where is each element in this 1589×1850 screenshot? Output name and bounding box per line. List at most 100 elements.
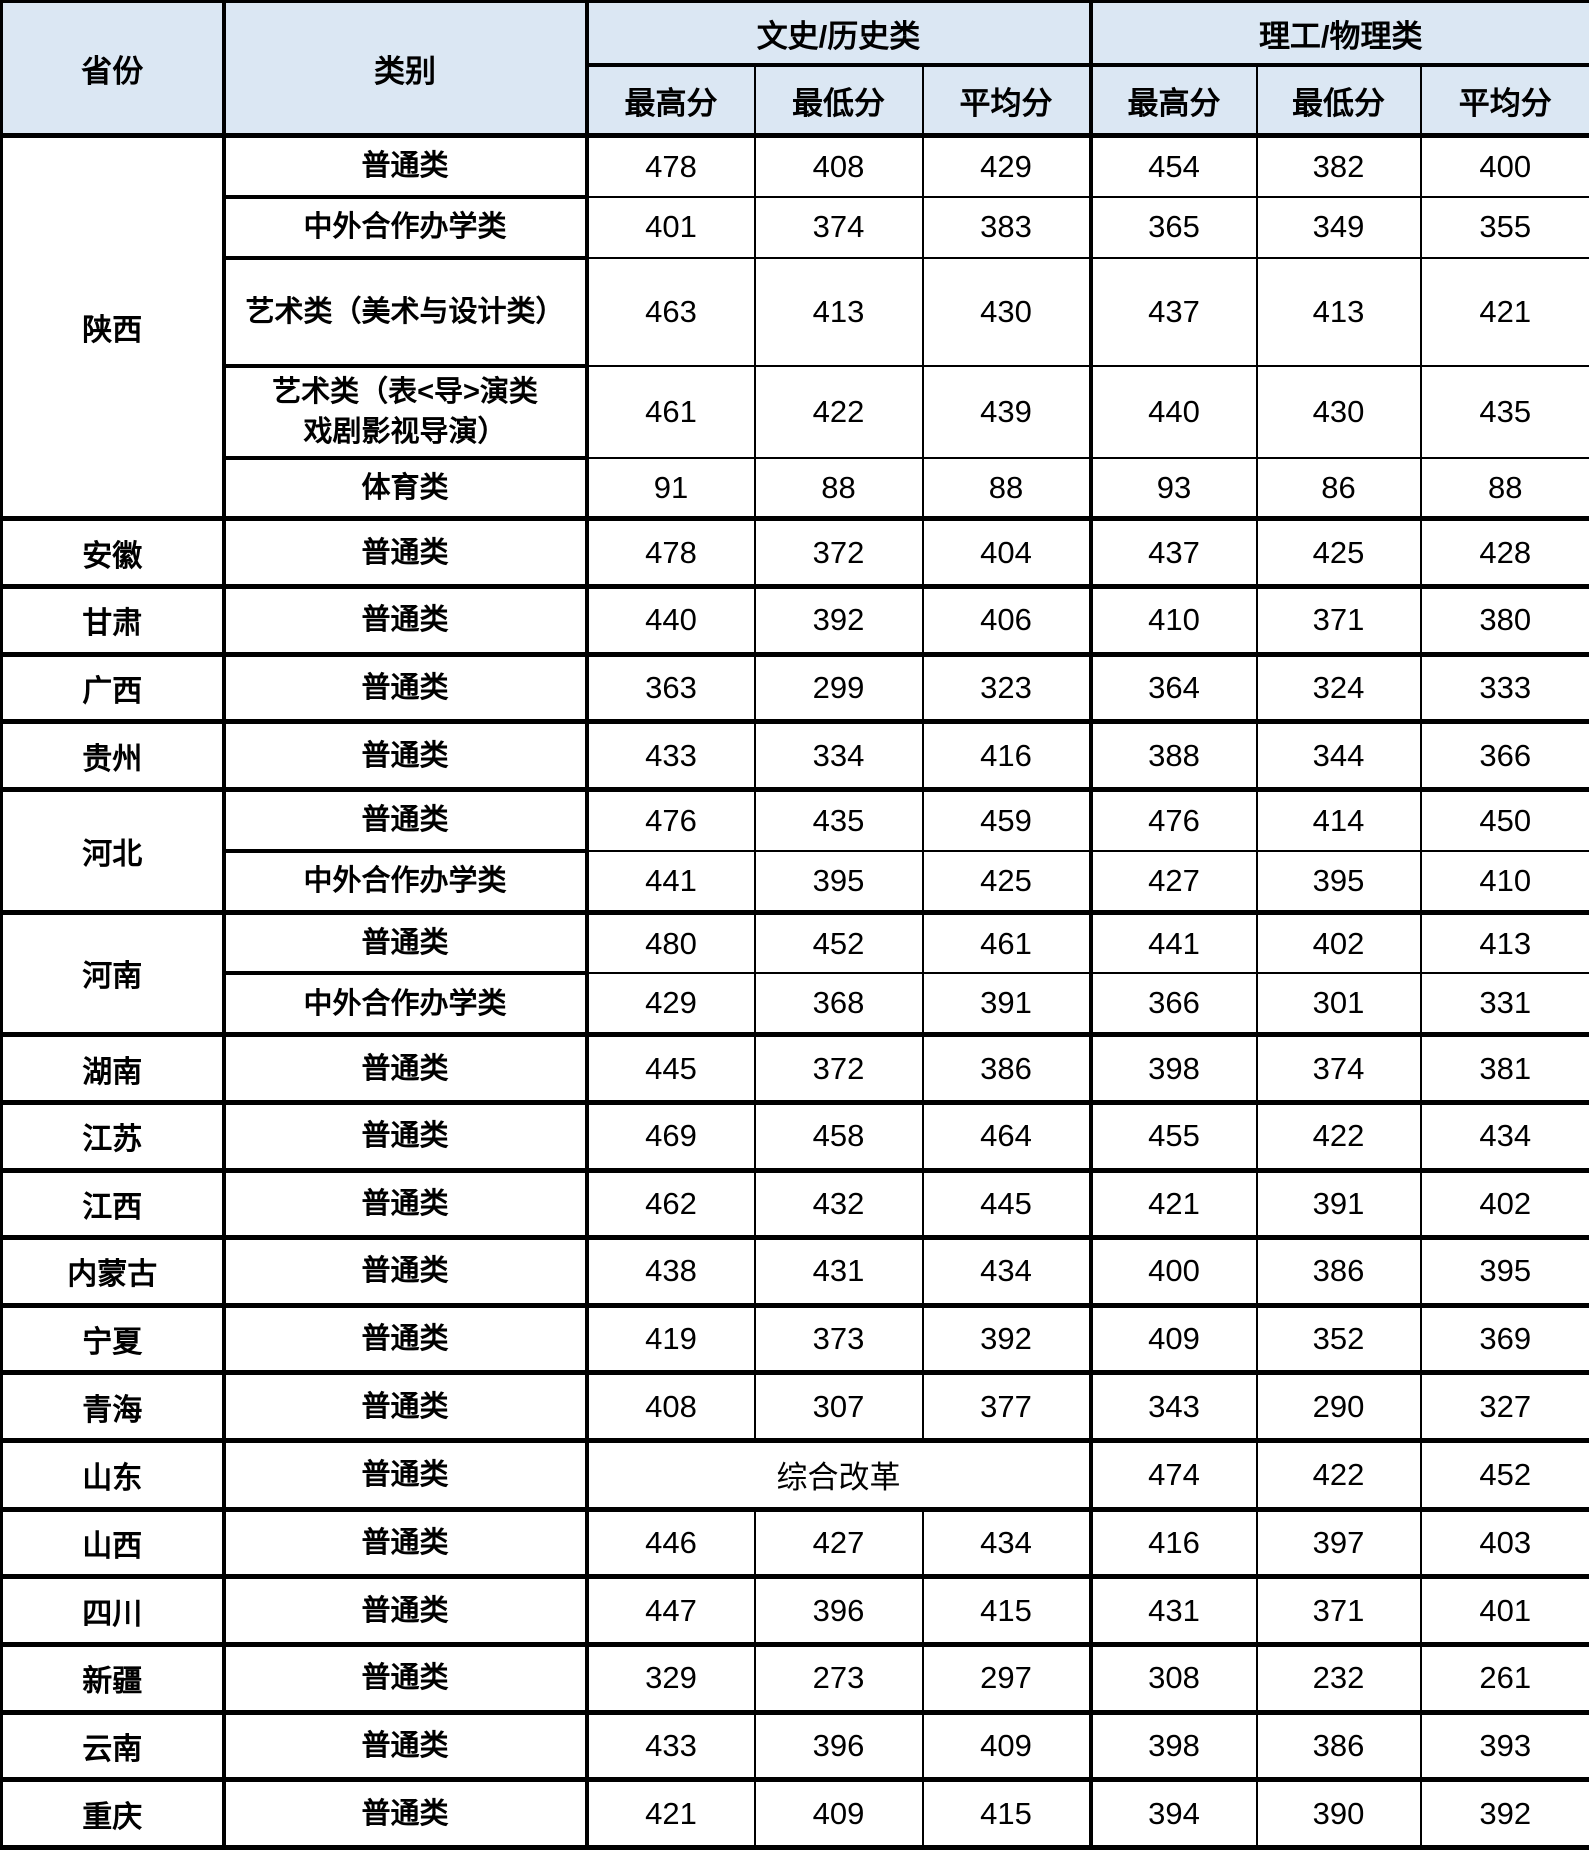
score-cell: 416 <box>921 721 1091 792</box>
score-cell: 427 <box>753 1509 923 1580</box>
score-cell: 408 <box>753 135 923 198</box>
category-cell: 中外合作办学类 <box>221 973 587 1038</box>
table-row: 宁夏 普通类 419 373 392 409 352 369 <box>1 1305 1589 1376</box>
score-cell: 374 <box>753 196 923 259</box>
category-cell: 普通类 <box>221 654 587 725</box>
table-row: 湖南 普通类 445 372 386 398 374 381 <box>1 1034 1589 1105</box>
header-row-groups: 省份 类别 文史/历史类 理工/物理类 <box>1 1 1589 138</box>
score-cell: 432 <box>753 1170 923 1241</box>
table-header: 省份 类别 文史/历史类 理工/物理类 最高分 最低分 平均分 最高分 最低分 … <box>1 1 1589 138</box>
table-row: 安徽 普通类 478 372 404 437 425 428 <box>1 518 1589 590</box>
table-row: 体育类 91 88 88 93 86 88 <box>2 457 1589 522</box>
score-cell: 439 <box>921 365 1091 459</box>
score-cell: 425 <box>1255 518 1421 590</box>
category-cell: 普通类 <box>221 721 587 792</box>
score-cell: 431 <box>1088 1576 1257 1647</box>
score-cell: 458 <box>753 1102 923 1173</box>
category-cell: 普通类 <box>221 1779 587 1850</box>
score-cell: 410 <box>1419 850 1589 915</box>
subheader-min-ligong: 最低分 <box>1255 65 1421 138</box>
score-cell: 422 <box>1255 1102 1421 1173</box>
category-cell: 普通类 <box>221 1712 587 1783</box>
province-cell: 宁夏 <box>1 1305 224 1376</box>
score-cell: 415 <box>921 1779 1091 1850</box>
score-cell: 368 <box>753 973 923 1038</box>
score-cell: 441 <box>584 850 755 915</box>
score-cell: 386 <box>1255 1712 1421 1783</box>
score-cell: 397 <box>1255 1509 1421 1580</box>
province-cell: 青海 <box>1 1372 224 1443</box>
score-cell: 421 <box>1088 1170 1257 1241</box>
score-cell: 422 <box>1255 1440 1421 1512</box>
score-cell: 435 <box>753 789 923 852</box>
category-cell: 普通类 <box>221 1170 587 1241</box>
province-cell: 广西 <box>1 654 224 725</box>
score-cell: 388 <box>1088 721 1257 792</box>
score-cell: 377 <box>921 1372 1091 1443</box>
score-cell: 290 <box>1255 1372 1421 1443</box>
score-cell: 401 <box>1419 1576 1589 1647</box>
score-cell: 394 <box>1088 1779 1257 1850</box>
score-cell: 395 <box>753 850 923 915</box>
score-cell: 88 <box>753 457 923 522</box>
score-cell: 383 <box>921 196 1091 259</box>
score-cell: 386 <box>921 1034 1091 1105</box>
score-cell: 430 <box>921 257 1091 367</box>
table-row: 广西 普通类 363 299 323 364 324 333 <box>1 654 1589 725</box>
score-cell: 261 <box>1419 1644 1589 1715</box>
score-cell: 413 <box>1419 912 1589 975</box>
score-cell: 372 <box>753 518 923 590</box>
table-row: 重庆 普通类 421 409 415 394 390 392 <box>1 1779 1589 1850</box>
score-cell: 93 <box>1088 457 1257 522</box>
table-row: 云南 普通类 433 396 409 398 386 393 <box>1 1712 1589 1783</box>
score-cell: 402 <box>1255 912 1421 975</box>
table-row: 山东 普通类 综合改革 474 422 452 <box>1 1440 1589 1512</box>
score-cell: 299 <box>753 654 923 725</box>
score-cell: 366 <box>1088 973 1257 1038</box>
score-cell: 433 <box>584 1712 755 1783</box>
score-cell: 462 <box>584 1170 755 1241</box>
score-cell: 392 <box>753 586 923 657</box>
province-cell: 新疆 <box>1 1644 224 1715</box>
score-cell: 459 <box>921 789 1091 852</box>
subheader-avg-wenshi: 平均分 <box>921 65 1091 138</box>
score-cell: 440 <box>1088 365 1257 459</box>
score-cell: 301 <box>1255 973 1421 1038</box>
category-cell: 普通类 <box>221 1305 587 1376</box>
table-row: 中外合作办学类 429 368 391 366 301 331 <box>2 973 1589 1038</box>
province-cell: 河南 <box>1 912 224 1038</box>
score-cell: 395 <box>1419 1237 1589 1308</box>
score-cell: 455 <box>1088 1102 1257 1173</box>
score-cell: 372 <box>753 1034 923 1105</box>
province-cell: 云南 <box>1 1712 224 1783</box>
score-cell: 419 <box>584 1305 755 1376</box>
category-cell: 普通类 <box>221 1237 587 1308</box>
score-cell: 441 <box>1088 912 1257 975</box>
category-cell: 艺术类（美术与设计类） <box>221 257 587 368</box>
category-cell: 普通类 <box>221 1034 587 1105</box>
score-cell: 434 <box>921 1509 1091 1580</box>
subheader-avg-ligong: 平均分 <box>1419 65 1589 138</box>
header-group-ligong: 理工/物理类 <box>1088 1 1589 67</box>
province-cell: 陕西 <box>1 135 224 522</box>
score-cell: 369 <box>1419 1305 1589 1376</box>
category-cell: 普通类 <box>221 1372 587 1443</box>
score-cell: 463 <box>584 257 755 367</box>
score-cell: 334 <box>753 721 923 792</box>
score-cell: 382 <box>1255 135 1421 198</box>
header-province: 省份 <box>1 1 226 138</box>
score-cell: 447 <box>584 1576 755 1647</box>
score-cell: 88 <box>921 457 1091 522</box>
header-group-wenshi: 文史/历史类 <box>584 1 1091 67</box>
score-cell: 371 <box>1255 1576 1421 1647</box>
table-row: 河北 普通类 476 435 459 476 414 450 <box>1 789 1589 915</box>
score-cell: 333 <box>1419 654 1589 725</box>
score-cell: 409 <box>921 1712 1091 1783</box>
score-cell: 232 <box>1255 1644 1421 1715</box>
category-cell: 普通类 <box>221 1102 587 1173</box>
table-row: 江苏 普通类 469 458 464 455 422 434 <box>1 1102 1589 1173</box>
table-row: 山西 普通类 446 427 434 416 397 403 <box>1 1509 1589 1580</box>
score-cell: 413 <box>1255 257 1421 367</box>
score-cell: 343 <box>1088 1372 1257 1443</box>
table-row: 甘肃 普通类 440 392 406 410 371 380 <box>1 586 1589 657</box>
